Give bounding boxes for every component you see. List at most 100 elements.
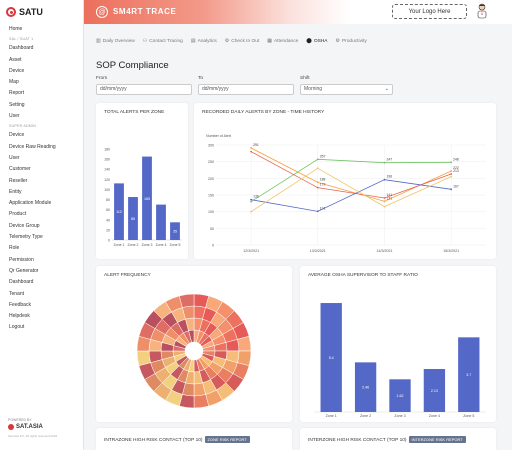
series-point[interactable] bbox=[383, 178, 386, 181]
card-title: INTRAZONE HIGH RISK CONTACT (TOP 10) ZONE… bbox=[104, 436, 250, 443]
sidebar: SATU Home SAL / SUAT 1 Dashboard Asset Devic… bbox=[0, 0, 84, 450]
series-point[interactable] bbox=[250, 210, 252, 213]
pin-icon: ⬤ bbox=[306, 38, 312, 44]
shift-select[interactable]: Morning ⌄ bbox=[300, 84, 393, 95]
sidebar-item[interactable]: User bbox=[9, 154, 20, 161]
series-line[interactable] bbox=[250, 167, 452, 213]
bar[interactable] bbox=[142, 156, 152, 240]
tab-label: Analytics bbox=[197, 38, 217, 44]
bar[interactable] bbox=[458, 337, 480, 412]
sidebar-item[interactable]: Device bbox=[9, 67, 25, 74]
bar[interactable] bbox=[156, 204, 166, 240]
series-point[interactable] bbox=[316, 181, 319, 184]
sidebar-item[interactable]: Permission bbox=[9, 256, 34, 263]
satasia-logo-icon bbox=[8, 424, 14, 430]
series-point[interactable] bbox=[250, 150, 252, 153]
series-point[interactable] bbox=[450, 188, 453, 191]
y-tick-label: 50 bbox=[210, 227, 214, 231]
point-label: 136 bbox=[253, 195, 259, 199]
sidebar-nav: Home SAL / SUAT 1 Dashboard Asset Device Map R… bbox=[0, 24, 83, 334]
series-point[interactable] bbox=[250, 198, 252, 201]
series-point[interactable] bbox=[383, 205, 386, 208]
x-tick-label: Zone 2 bbox=[360, 414, 371, 418]
card-title: INTERZONE HIGH RISK CONTACT (TOP 10) INTE… bbox=[308, 436, 466, 443]
from-date-input[interactable]: dd/mm/yyyy bbox=[96, 84, 192, 95]
series-point[interactable] bbox=[450, 173, 453, 175]
series-point[interactable] bbox=[316, 167, 319, 170]
series-point[interactable] bbox=[316, 186, 319, 189]
tab-check-in-out[interactable]: ⚙ Check In Out bbox=[225, 38, 259, 44]
users-icon: ⚇ bbox=[142, 38, 148, 44]
sidebar-item[interactable]: Home bbox=[9, 26, 23, 32]
sidebar-item[interactable]: Tenant bbox=[9, 290, 25, 297]
sidebar-item[interactable]: Setting bbox=[9, 101, 25, 108]
to-date-input[interactable]: dd/mm/yyyy bbox=[198, 84, 294, 95]
series-point[interactable] bbox=[383, 197, 386, 199]
sidebar-item[interactable]: Feedback bbox=[9, 301, 31, 308]
company-name: SAT.ASIA bbox=[16, 424, 43, 430]
sidebar-item[interactable]: Helpdesk bbox=[9, 313, 30, 320]
to-date-placeholder: dd/mm/yyyy bbox=[202, 86, 229, 92]
sidebar-item[interactable]: Asset bbox=[9, 56, 22, 63]
sidebar-item[interactable]: Entity bbox=[9, 188, 22, 195]
series-point[interactable] bbox=[450, 170, 453, 172]
tab-productivity[interactable]: ⚙ Productivity bbox=[335, 38, 366, 44]
sidebar-item[interactable]: Map bbox=[9, 79, 19, 86]
series-line[interactable] bbox=[250, 147, 452, 202]
series-point[interactable] bbox=[383, 161, 386, 164]
sidebar-item[interactable]: Telemetry Type bbox=[9, 234, 43, 241]
topbar: @ SM4RT TRACE Your Logo Here bbox=[84, 0, 512, 24]
powered-by: POWERED BY bbox=[8, 418, 32, 422]
sidebar-item[interactable]: Dashboard bbox=[9, 279, 34, 286]
tab-daily-overview[interactable]: ▥ Daily Overview bbox=[96, 38, 135, 44]
sidebar-item[interactable]: Device Raw Reading bbox=[9, 143, 56, 150]
heat-cell[interactable] bbox=[178, 293, 195, 308]
sidebar-item[interactable]: Reseller bbox=[9, 177, 28, 184]
series-point[interactable] bbox=[316, 210, 319, 213]
series-line[interactable] bbox=[250, 151, 452, 199]
bar[interactable] bbox=[354, 362, 377, 412]
tab-analytics[interactable]: ▤ Analytics bbox=[191, 38, 217, 44]
copyright: Sat Asia Pvt. All rights reserved 2022 bbox=[8, 434, 58, 438]
series-line[interactable] bbox=[250, 158, 452, 203]
sidebar-item[interactable]: Application Module bbox=[9, 200, 52, 207]
series-point[interactable] bbox=[316, 158, 319, 161]
sidebar-item[interactable]: Dashboard bbox=[9, 45, 34, 52]
calendar-icon: ▦ bbox=[267, 38, 272, 44]
sidebar-item[interactable]: Device bbox=[9, 132, 25, 139]
company-logo: SAT.ASIA bbox=[8, 424, 43, 430]
brand[interactable]: SATU bbox=[0, 0, 83, 24]
card-title: ALERT FREQUENCY bbox=[104, 273, 151, 278]
sidebar-item[interactable]: Device Group bbox=[9, 222, 40, 229]
sidebar-item[interactable]: Report bbox=[9, 90, 25, 97]
sidebar-item[interactable]: Customer bbox=[9, 166, 31, 173]
bar[interactable] bbox=[114, 183, 124, 240]
series-line[interactable] bbox=[251, 179, 452, 212]
tab-attendance[interactable]: ▦ Attendance bbox=[267, 38, 298, 44]
bar[interactable] bbox=[170, 222, 180, 240]
series-point[interactable] bbox=[450, 175, 453, 178]
tab-osha[interactable]: ⬤ OSHA bbox=[306, 38, 327, 44]
bar[interactable] bbox=[320, 303, 342, 412]
sidebar-item[interactable]: User bbox=[9, 113, 20, 120]
series-point[interactable] bbox=[250, 147, 252, 149]
from-label: From bbox=[96, 76, 108, 81]
user-avatar-icon[interactable] bbox=[476, 3, 488, 19]
series-point[interactable] bbox=[450, 161, 453, 164]
point-label: 188 bbox=[320, 177, 326, 181]
bar[interactable] bbox=[389, 379, 411, 412]
app-logo-icon[interactable]: @ bbox=[96, 6, 108, 18]
series-point[interactable] bbox=[250, 200, 252, 203]
bar[interactable] bbox=[128, 197, 138, 240]
sidebar-item[interactable]: Qr Generator bbox=[9, 267, 39, 274]
series-point[interactable] bbox=[383, 200, 386, 203]
y-tick-label: 200 bbox=[208, 177, 214, 181]
sidebar-item[interactable]: Role bbox=[9, 245, 20, 252]
sidebar-item[interactable]: Product bbox=[9, 211, 27, 218]
sidebar-item[interactable]: Logout bbox=[9, 324, 25, 331]
zone-risk-report-button[interactable]: ZONE RISK REPORT bbox=[204, 436, 250, 443]
interzone-risk-report-button[interactable]: INTERZONE RISK REPORT bbox=[408, 436, 466, 443]
bar[interactable] bbox=[423, 369, 446, 412]
tab-contact-tracing[interactable]: ⚇ Contact Tracing bbox=[143, 38, 183, 44]
x-tick-label: Zone 5 bbox=[463, 414, 474, 418]
